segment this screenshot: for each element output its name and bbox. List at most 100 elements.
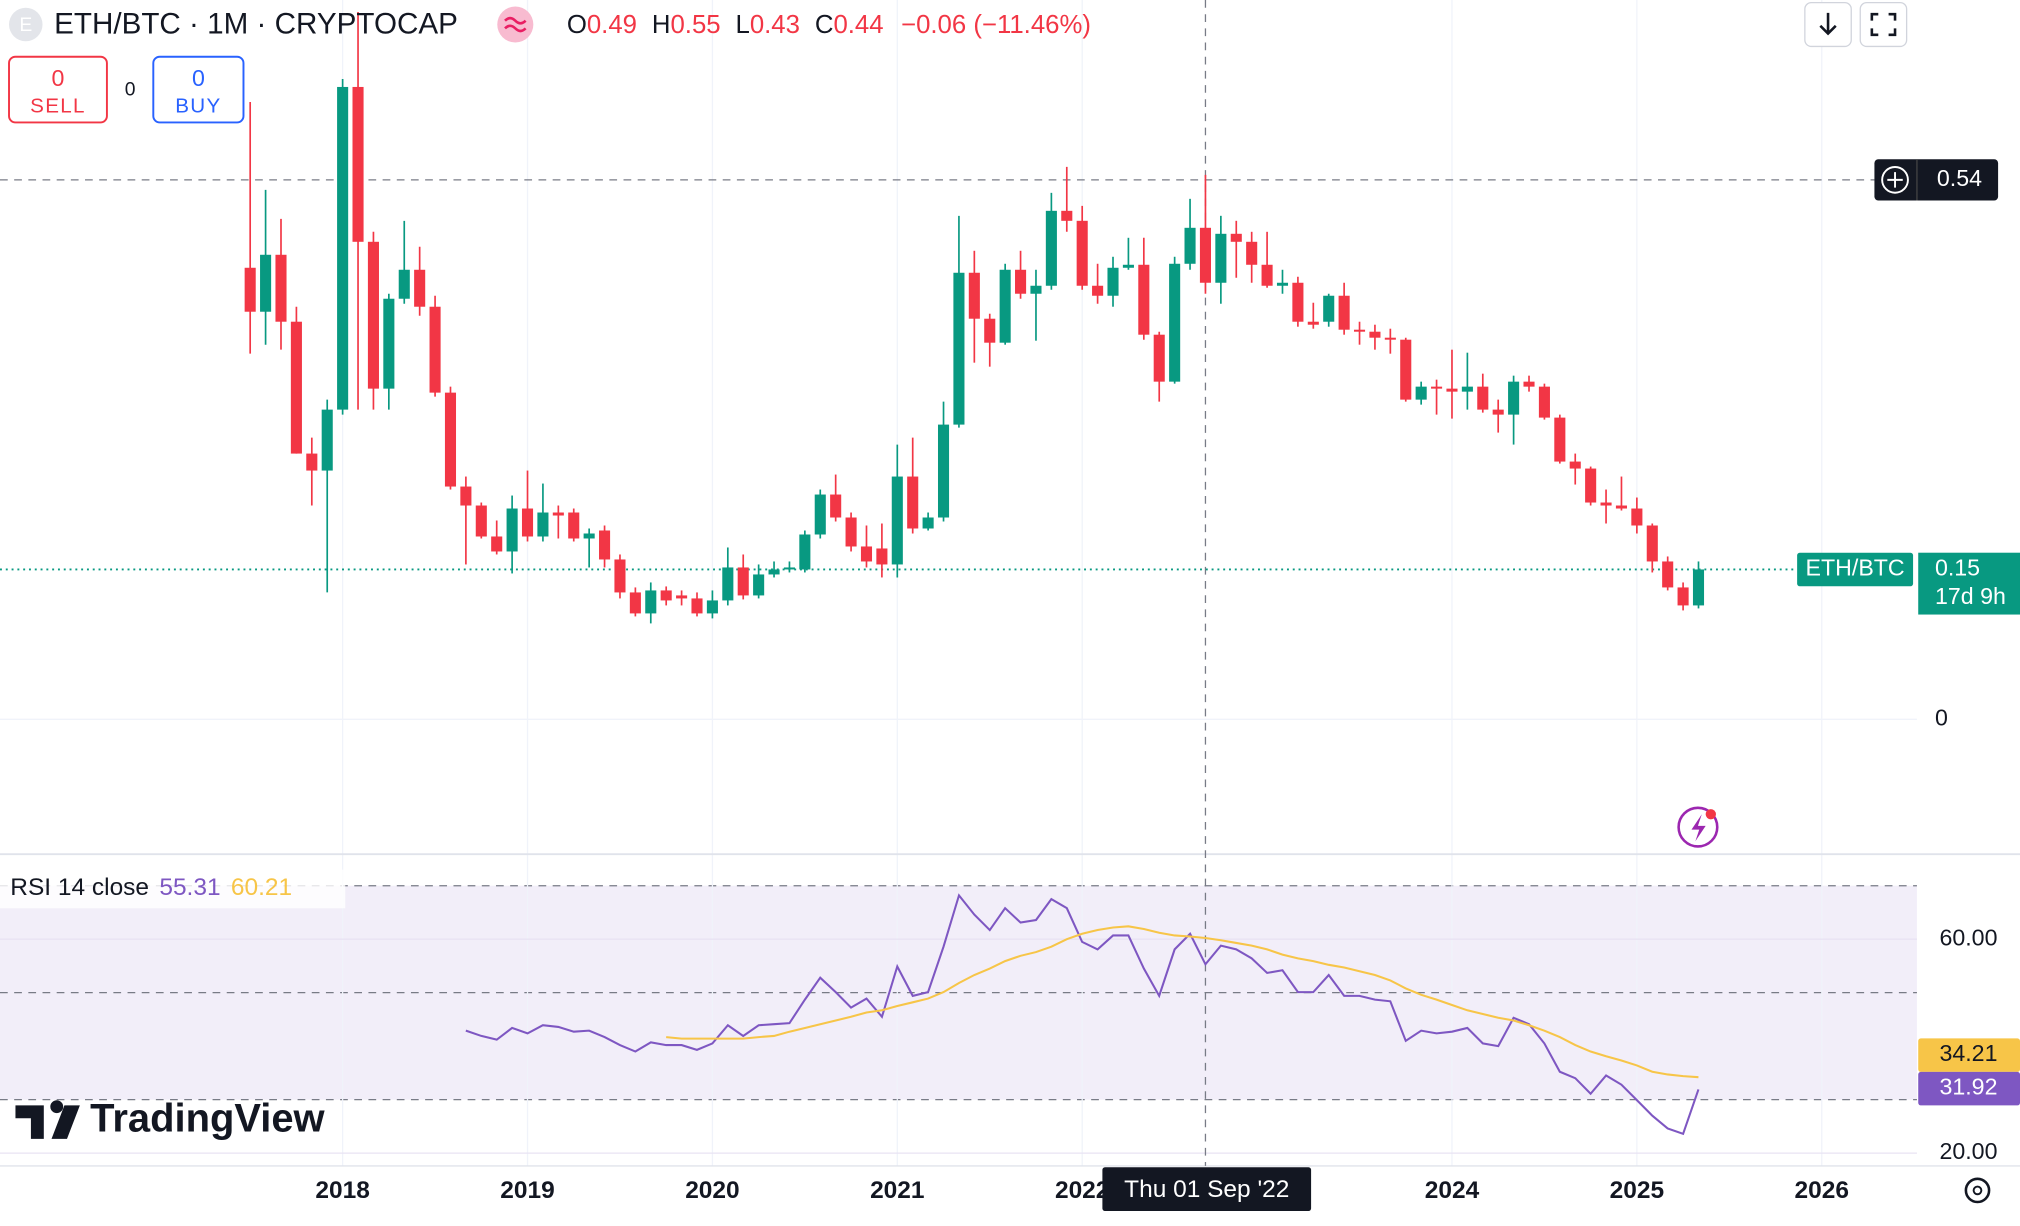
candle-body bbox=[521, 508, 534, 537]
rsi-tick-label: 20.00 bbox=[1939, 1138, 1997, 1164]
candle-body bbox=[1662, 561, 1674, 588]
candle-body bbox=[506, 508, 518, 552]
candle-body bbox=[383, 298, 395, 389]
symbol-icon-bg bbox=[9, 7, 43, 42]
candle-body bbox=[783, 567, 795, 570]
candle-body bbox=[244, 267, 256, 312]
candle-body bbox=[599, 530, 611, 560]
candle-body bbox=[968, 272, 980, 319]
candle-body bbox=[1107, 267, 1119, 296]
candle-body bbox=[1169, 263, 1181, 382]
candle-body bbox=[891, 476, 903, 565]
candle-body bbox=[1600, 502, 1612, 506]
candle-body bbox=[1538, 386, 1550, 418]
rsi-value-tag: 31.92 bbox=[1939, 1074, 1997, 1100]
candle-body bbox=[583, 533, 595, 539]
candle-body bbox=[306, 453, 318, 471]
price-tag-name: ETH/BTC bbox=[1806, 555, 1905, 581]
candle-body bbox=[799, 534, 811, 570]
candle-body bbox=[830, 494, 842, 518]
candle-body bbox=[1477, 386, 1489, 410]
price-tag-box bbox=[1918, 552, 2020, 615]
sell-count: 0 bbox=[52, 65, 65, 91]
candle-body bbox=[552, 512, 564, 516]
rsi-value-box bbox=[1918, 1071, 2020, 1106]
candle-body bbox=[1446, 388, 1458, 392]
candle-body bbox=[1261, 264, 1273, 286]
alert-icon[interactable] bbox=[1677, 806, 1719, 848]
alert-dot bbox=[1705, 809, 1716, 820]
candle-body bbox=[1246, 241, 1258, 265]
buy-count: 0 bbox=[192, 65, 205, 91]
x-tick-label: 2026 bbox=[1795, 1177, 1849, 1204]
candle-body bbox=[1184, 227, 1196, 264]
candle-body bbox=[1415, 386, 1427, 400]
candle-body bbox=[722, 567, 734, 601]
symbol-icon: E bbox=[19, 15, 32, 36]
candle-body bbox=[568, 512, 580, 539]
buy-button[interactable] bbox=[152, 55, 245, 124]
c-label: C bbox=[815, 11, 834, 39]
candle-body bbox=[1554, 417, 1566, 462]
h-value: 0.55 bbox=[670, 11, 720, 39]
rsi-line bbox=[465, 893, 1700, 1136]
candle-body bbox=[768, 569, 780, 575]
crosshair-price-label: 0.54 bbox=[1937, 165, 1982, 191]
indicator-icon[interactable] bbox=[497, 6, 534, 43]
settings-icon[interactable] bbox=[1964, 1177, 1991, 1204]
candle-body bbox=[260, 254, 272, 312]
sell-button[interactable] bbox=[8, 55, 108, 124]
candle-body bbox=[845, 517, 857, 547]
candle-body bbox=[1307, 321, 1319, 325]
x-tick-label: 2024 bbox=[1425, 1177, 1480, 1204]
symbol-title[interactable]: ETH/BTC · 1M · CRYPTOCAP bbox=[54, 8, 458, 41]
candle-body bbox=[753, 574, 765, 596]
crosshair-price-box bbox=[1874, 159, 1999, 201]
candle-body bbox=[1508, 381, 1520, 415]
candle-body bbox=[1492, 409, 1504, 415]
c-value: 0.44 bbox=[833, 11, 883, 39]
candle-body bbox=[1230, 233, 1242, 242]
candle-body bbox=[614, 559, 626, 593]
candle-body bbox=[1061, 210, 1073, 221]
download-icon bbox=[1819, 12, 1837, 36]
x-tick-label: 2018 bbox=[315, 1177, 369, 1204]
candle-body bbox=[1646, 525, 1658, 562]
price-tag-value: 0.15 bbox=[1935, 555, 1980, 581]
logo-text: TradingView bbox=[90, 1096, 325, 1140]
candle-body bbox=[1276, 282, 1289, 286]
price-tag-name-box bbox=[1797, 552, 1914, 587]
candle-body bbox=[460, 486, 472, 506]
x-tick-label: 2020 bbox=[685, 1177, 739, 1204]
candle-body bbox=[1122, 264, 1134, 268]
candle-body bbox=[1585, 468, 1597, 503]
candle-body bbox=[337, 86, 349, 410]
candle-body bbox=[814, 494, 826, 535]
candle-body bbox=[1615, 505, 1628, 509]
fullscreen-button[interactable] bbox=[1859, 1, 1908, 48]
candle-body bbox=[398, 269, 410, 299]
settings-icon-inner bbox=[1972, 1185, 1983, 1196]
candle-body bbox=[1384, 337, 1396, 340]
candle-body bbox=[491, 536, 503, 552]
candle-body bbox=[414, 269, 426, 307]
candle-body bbox=[907, 476, 919, 529]
candle-body bbox=[1045, 210, 1057, 286]
change: −0.06 (−11.46%) bbox=[901, 11, 1091, 39]
candle-body bbox=[1431, 386, 1443, 389]
candle-body bbox=[660, 590, 672, 601]
candle-body bbox=[691, 598, 703, 614]
candle-body bbox=[1692, 569, 1705, 606]
candle-body bbox=[676, 595, 688, 599]
candle-body bbox=[1523, 381, 1535, 387]
x-tick-label: 2025 bbox=[1610, 1177, 1664, 1204]
candle-body bbox=[937, 424, 950, 518]
candle-body bbox=[999, 269, 1011, 343]
add-alert-icon bbox=[1881, 166, 1909, 194]
x-tick-label: 2021 bbox=[870, 1177, 924, 1204]
rsi-legend-title: RSI 14 close bbox=[10, 874, 149, 901]
candle-body bbox=[444, 392, 457, 487]
rsi-legend-bg bbox=[0, 869, 346, 909]
candle-body bbox=[1030, 285, 1042, 294]
candle-body bbox=[1369, 331, 1381, 338]
